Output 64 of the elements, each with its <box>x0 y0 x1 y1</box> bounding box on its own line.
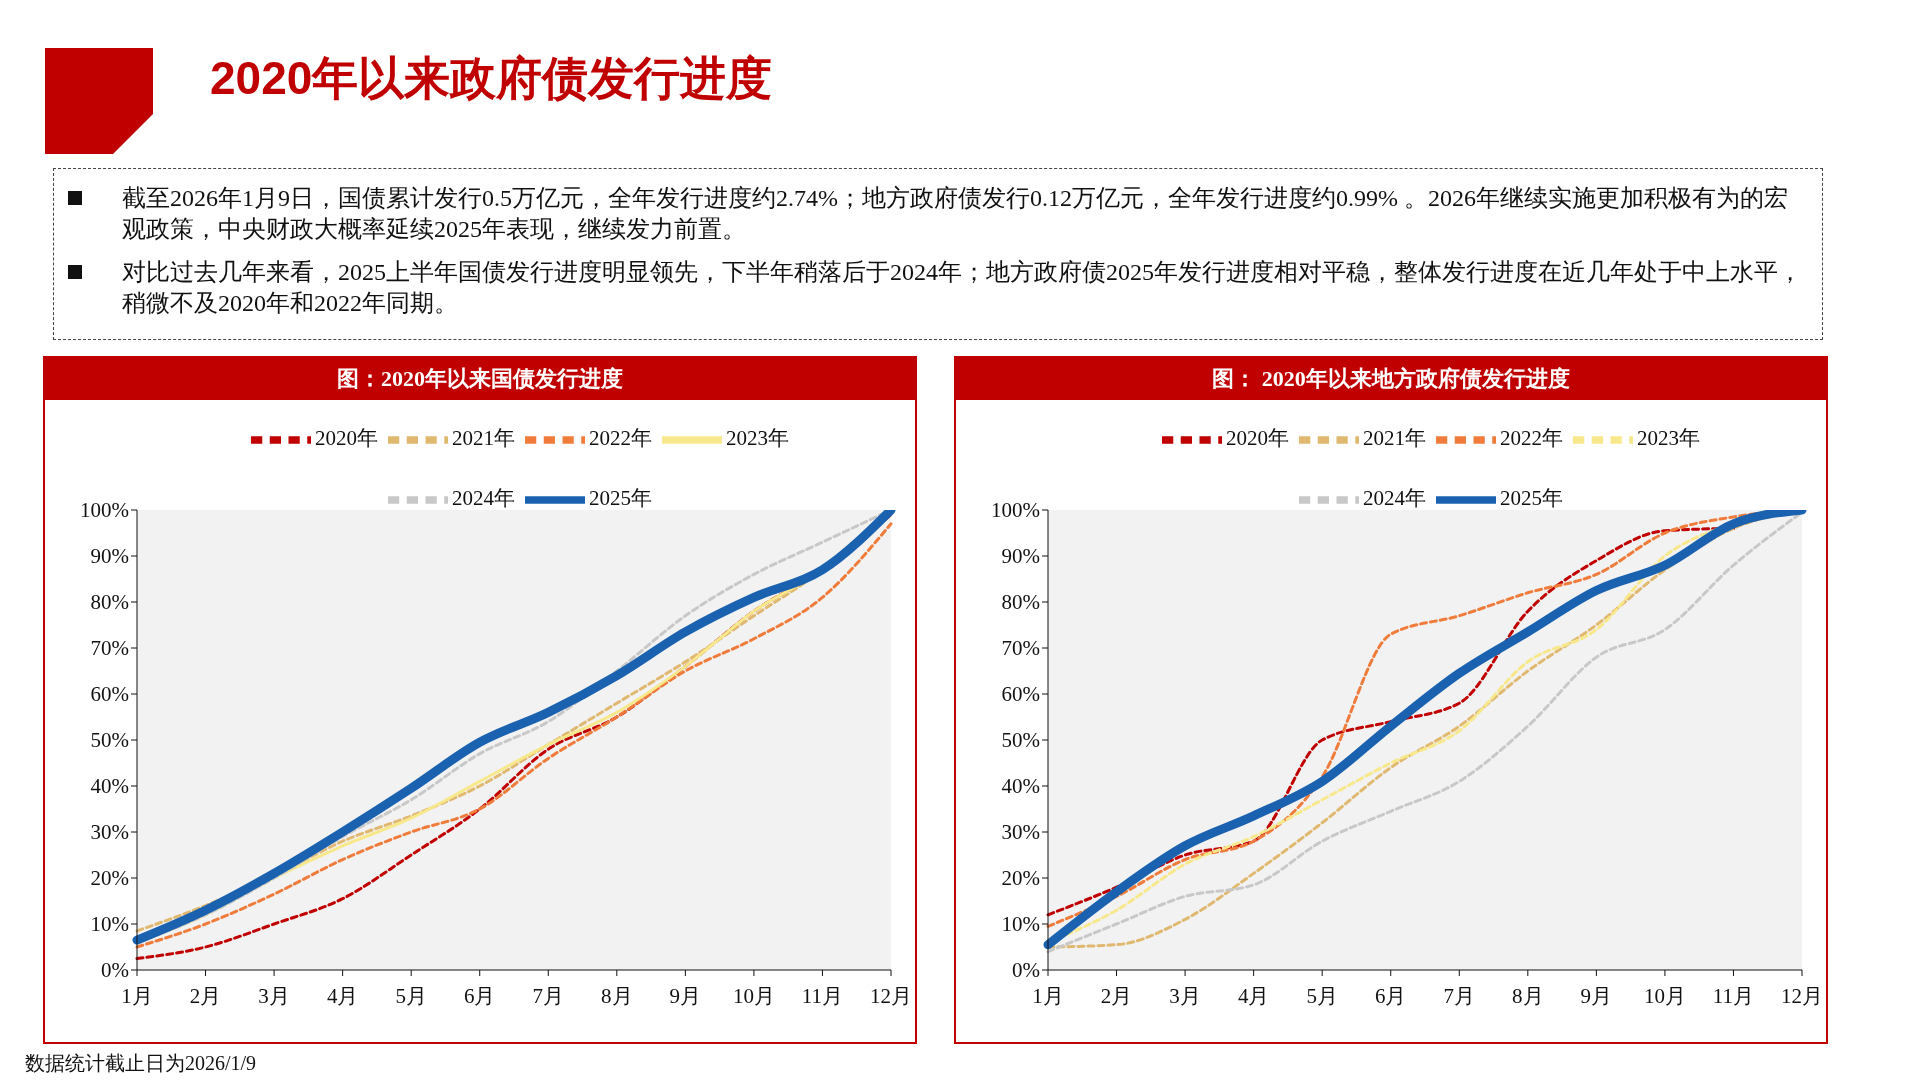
x-tick-label: 12月 <box>870 983 912 1008</box>
x-tick-label: 8月 <box>1512 983 1544 1008</box>
legend-label: 2025年 <box>1500 485 1563 510</box>
x-tick-label: 11月 <box>1712 983 1755 1008</box>
y-tick-label: 80% <box>90 590 129 615</box>
x-tick-label: 7月 <box>1443 983 1476 1008</box>
x-tick-label: 4月 <box>326 983 359 1008</box>
y-tick-label: 20% <box>90 866 129 891</box>
x-tick-label: 6月 <box>1374 983 1407 1008</box>
x-tick-label: 9月 <box>1580 983 1613 1008</box>
y-tick-label: 10% <box>1001 912 1040 937</box>
y-tick-label: 70% <box>1001 636 1040 661</box>
y-tick-label: 90% <box>90 544 129 569</box>
y-tick-label: 0% <box>1012 958 1040 983</box>
y-tick-label: 100% <box>991 498 1040 523</box>
text: 数据统计截止日为2026/1/9 <box>25 1051 257 1076</box>
y-tick-label: 40% <box>90 774 129 799</box>
y-tick-label: 30% <box>90 820 129 845</box>
legend-label: 2021年 <box>1363 425 1426 450</box>
x-tick-label: 12月 <box>1781 983 1823 1008</box>
x-tick-label: 11月 <box>801 983 844 1008</box>
text: 对比过去几年来看，2025上半年国债发行进度明显领先，下半年稍落后于2024年；地方政府债2025年发行进度相对平稳，整体发行进度在近几年处于中上水平，稍微不及2020年和2022年同期。 <box>122 258 1803 318</box>
legend-label: 2020年 <box>315 425 378 450</box>
x-tick-label: 4月 <box>1237 983 1270 1008</box>
chart-title: 图： 2020年以来地方政府债发行进度 <box>956 358 1826 400</box>
legend-label: 2024年 <box>1363 485 1426 510</box>
y-tick-label: 10% <box>90 912 129 937</box>
x-tick-label: 10月 <box>1643 983 1686 1008</box>
x-tick-label: 10月 <box>732 983 775 1008</box>
text: 2020年以来政府债发行进度 <box>210 51 773 106</box>
text: 截至2026年1月9日，国债累计发行0.5万亿元，全年发行进度约2.74%；地方政府债发行0.12万亿元，全年发行进度约0.99% 。2026年继续实施更加积极有为的宏观政策，中央财政大概率延续2025年表现，继续发力前置。 <box>122 184 1789 244</box>
x-tick-label: 7月 <box>532 983 565 1008</box>
x-tick-label: 6月 <box>463 983 496 1008</box>
y-tick-label: 30% <box>1001 820 1040 845</box>
x-tick-label: 1月 <box>1032 983 1064 1008</box>
y-tick-label: 50% <box>1001 728 1040 753</box>
y-tick-label: 0% <box>101 958 129 983</box>
legend-label: 2023年 <box>1637 425 1700 450</box>
y-tick-label: 20% <box>1001 866 1040 891</box>
y-tick-label: 50% <box>90 728 129 753</box>
legend-label: 2022年 <box>1500 425 1563 450</box>
x-tick-label: 1月 <box>121 983 153 1008</box>
legend-label: 2021年 <box>452 425 515 450</box>
legend-label: 2025年 <box>589 485 652 510</box>
y-tick-label: 90% <box>1001 544 1040 569</box>
y-tick-label: 100% <box>80 498 129 523</box>
legend-label: 2023年 <box>726 425 789 450</box>
x-tick-label: 2月 <box>189 983 222 1008</box>
legend-label: 2020年 <box>1226 425 1289 450</box>
y-tick-label: 80% <box>1001 590 1040 615</box>
y-tick-label: 70% <box>90 636 129 661</box>
x-tick-label: 5月 <box>1306 983 1338 1008</box>
x-tick-label: 2月 <box>1100 983 1133 1008</box>
legend-label: 2022年 <box>589 425 652 450</box>
y-tick-label: 60% <box>90 682 129 707</box>
x-tick-label: 8月 <box>601 983 633 1008</box>
chart-title: 图：2020年以来国债发行进度 <box>45 358 915 400</box>
x-tick-label: 3月 <box>1169 983 1201 1008</box>
x-tick-label: 5月 <box>395 983 427 1008</box>
legend-label: 2024年 <box>452 485 515 510</box>
y-tick-label: 40% <box>1001 774 1040 799</box>
x-tick-label: 9月 <box>669 983 702 1008</box>
x-tick-label: 3月 <box>258 983 290 1008</box>
y-tick-label: 60% <box>1001 682 1040 707</box>
